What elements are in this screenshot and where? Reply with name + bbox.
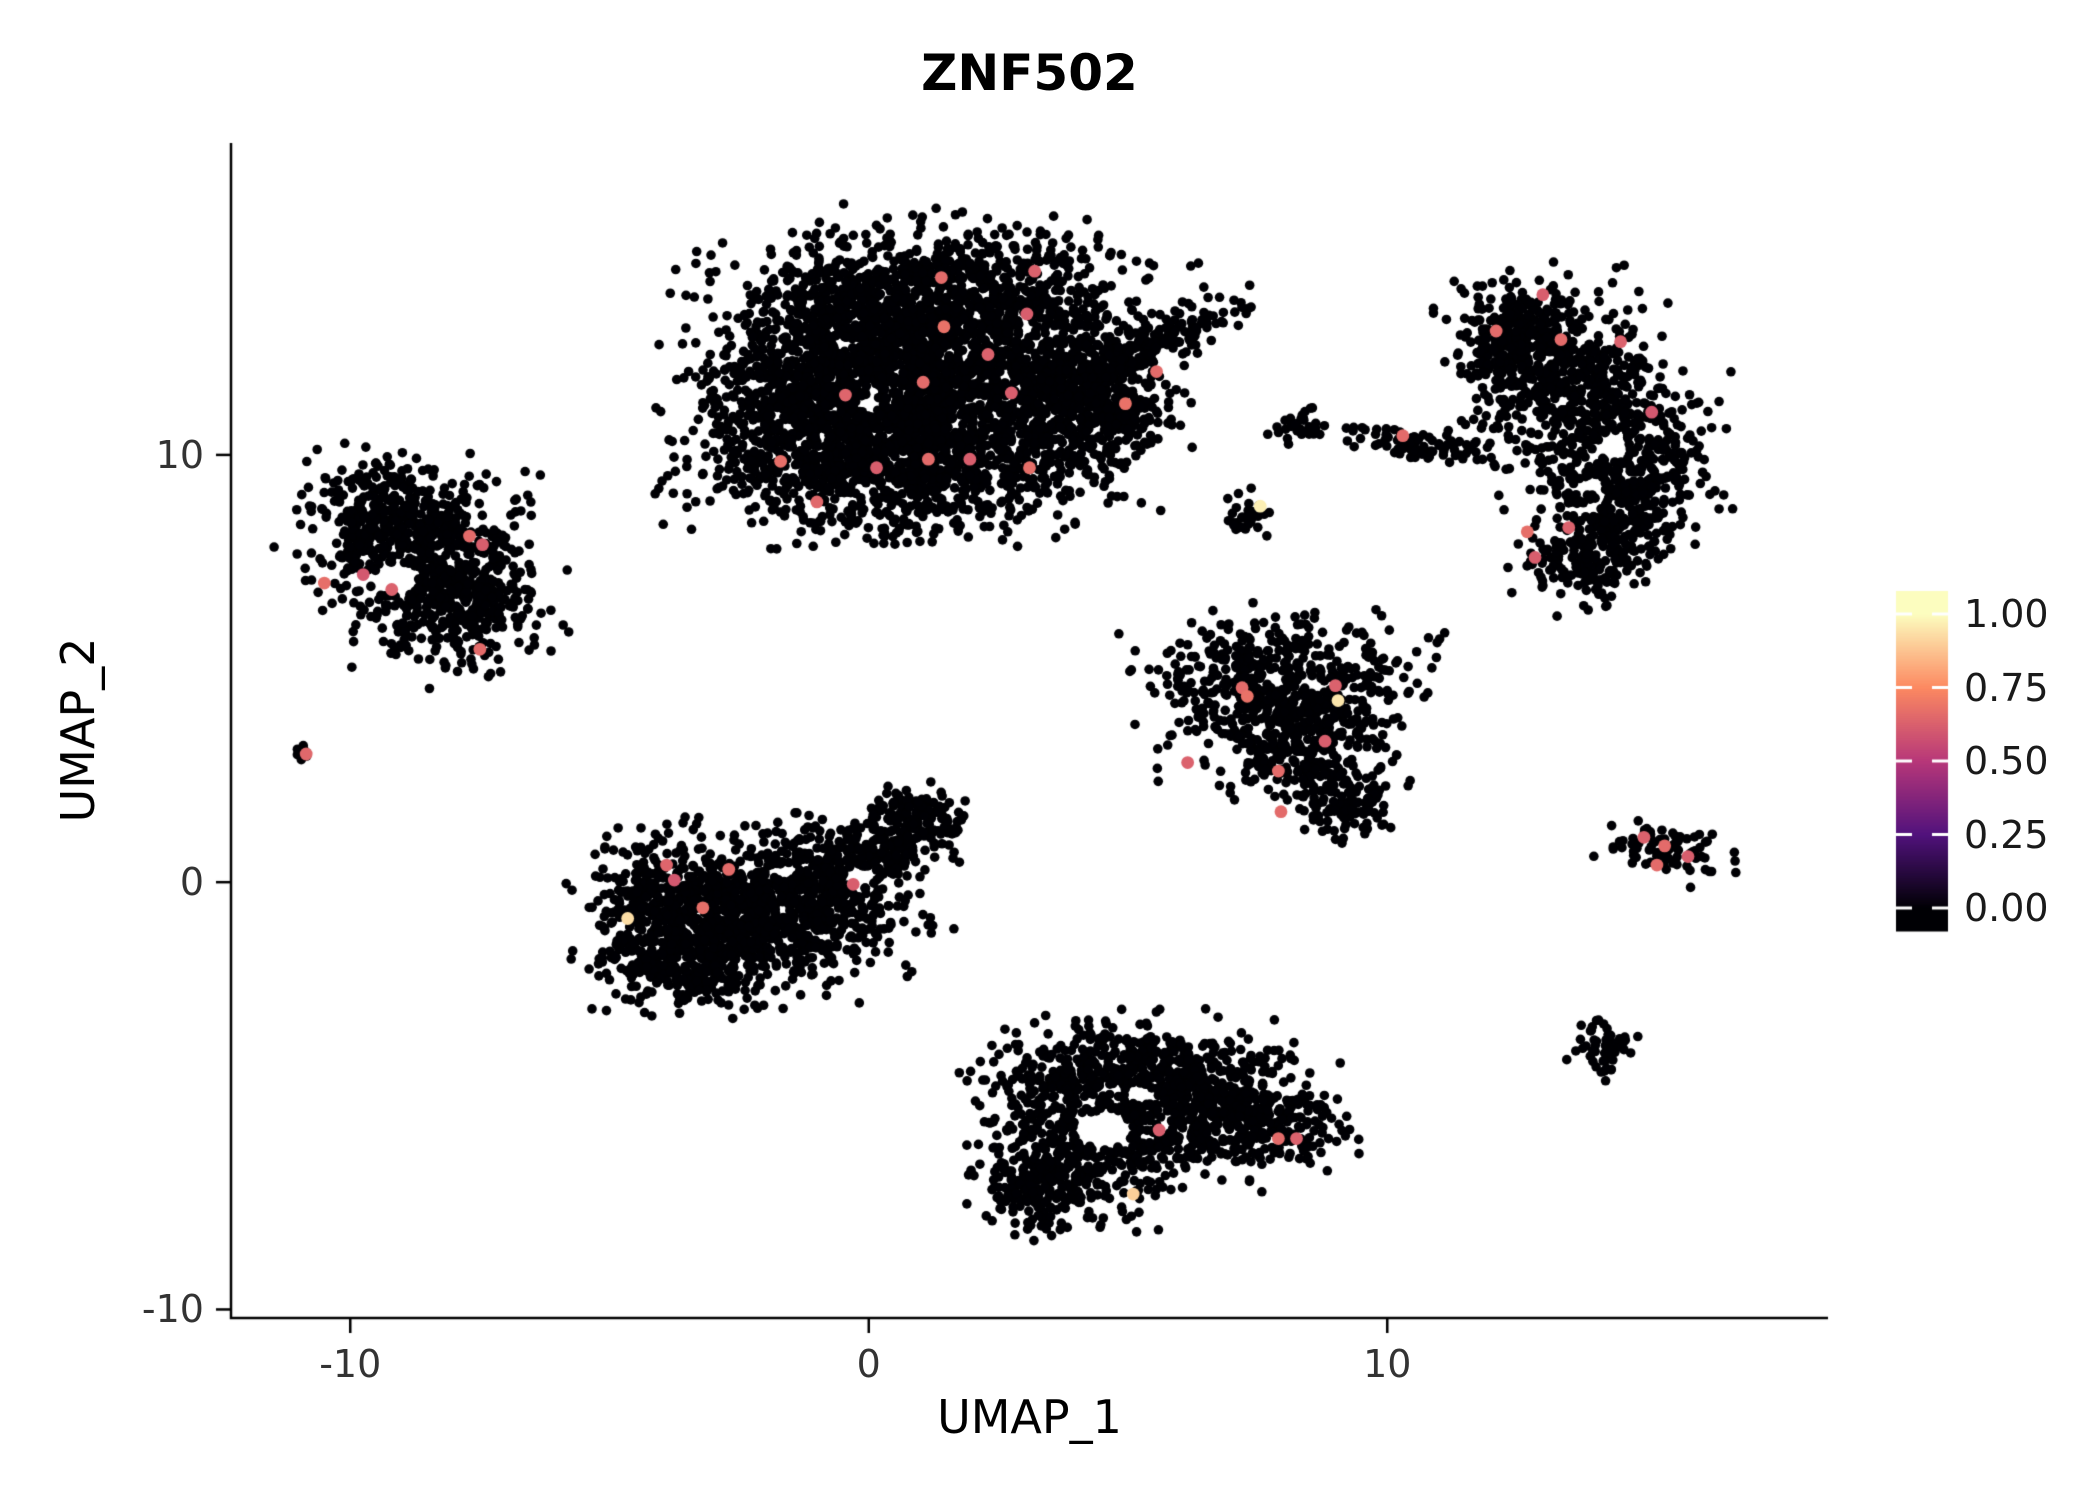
legend-tick-label: 0.75 — [1964, 665, 2049, 710]
y-tick-label: -10 — [141, 1287, 204, 1332]
x-tick-label: -10 — [319, 1342, 382, 1386]
plot-title: ZNF502 — [921, 44, 1138, 102]
legend-tick-label: 0.00 — [1964, 886, 2049, 930]
x-tick-label: 10 — [1363, 1342, 1412, 1386]
y-axis-title: UMAP_2 — [51, 637, 105, 823]
legend-tick-label: 0.25 — [1964, 812, 2049, 857]
y-tick-label: 10 — [155, 432, 204, 477]
x-axis-title: UMAP_1 — [937, 1390, 1122, 1444]
x-tick-label: 0 — [856, 1342, 881, 1386]
legend-tick-label: 1.00 — [1964, 592, 2049, 636]
legend-tick-label: 0.50 — [1964, 739, 2049, 783]
y-tick-label: 0 — [179, 860, 204, 905]
